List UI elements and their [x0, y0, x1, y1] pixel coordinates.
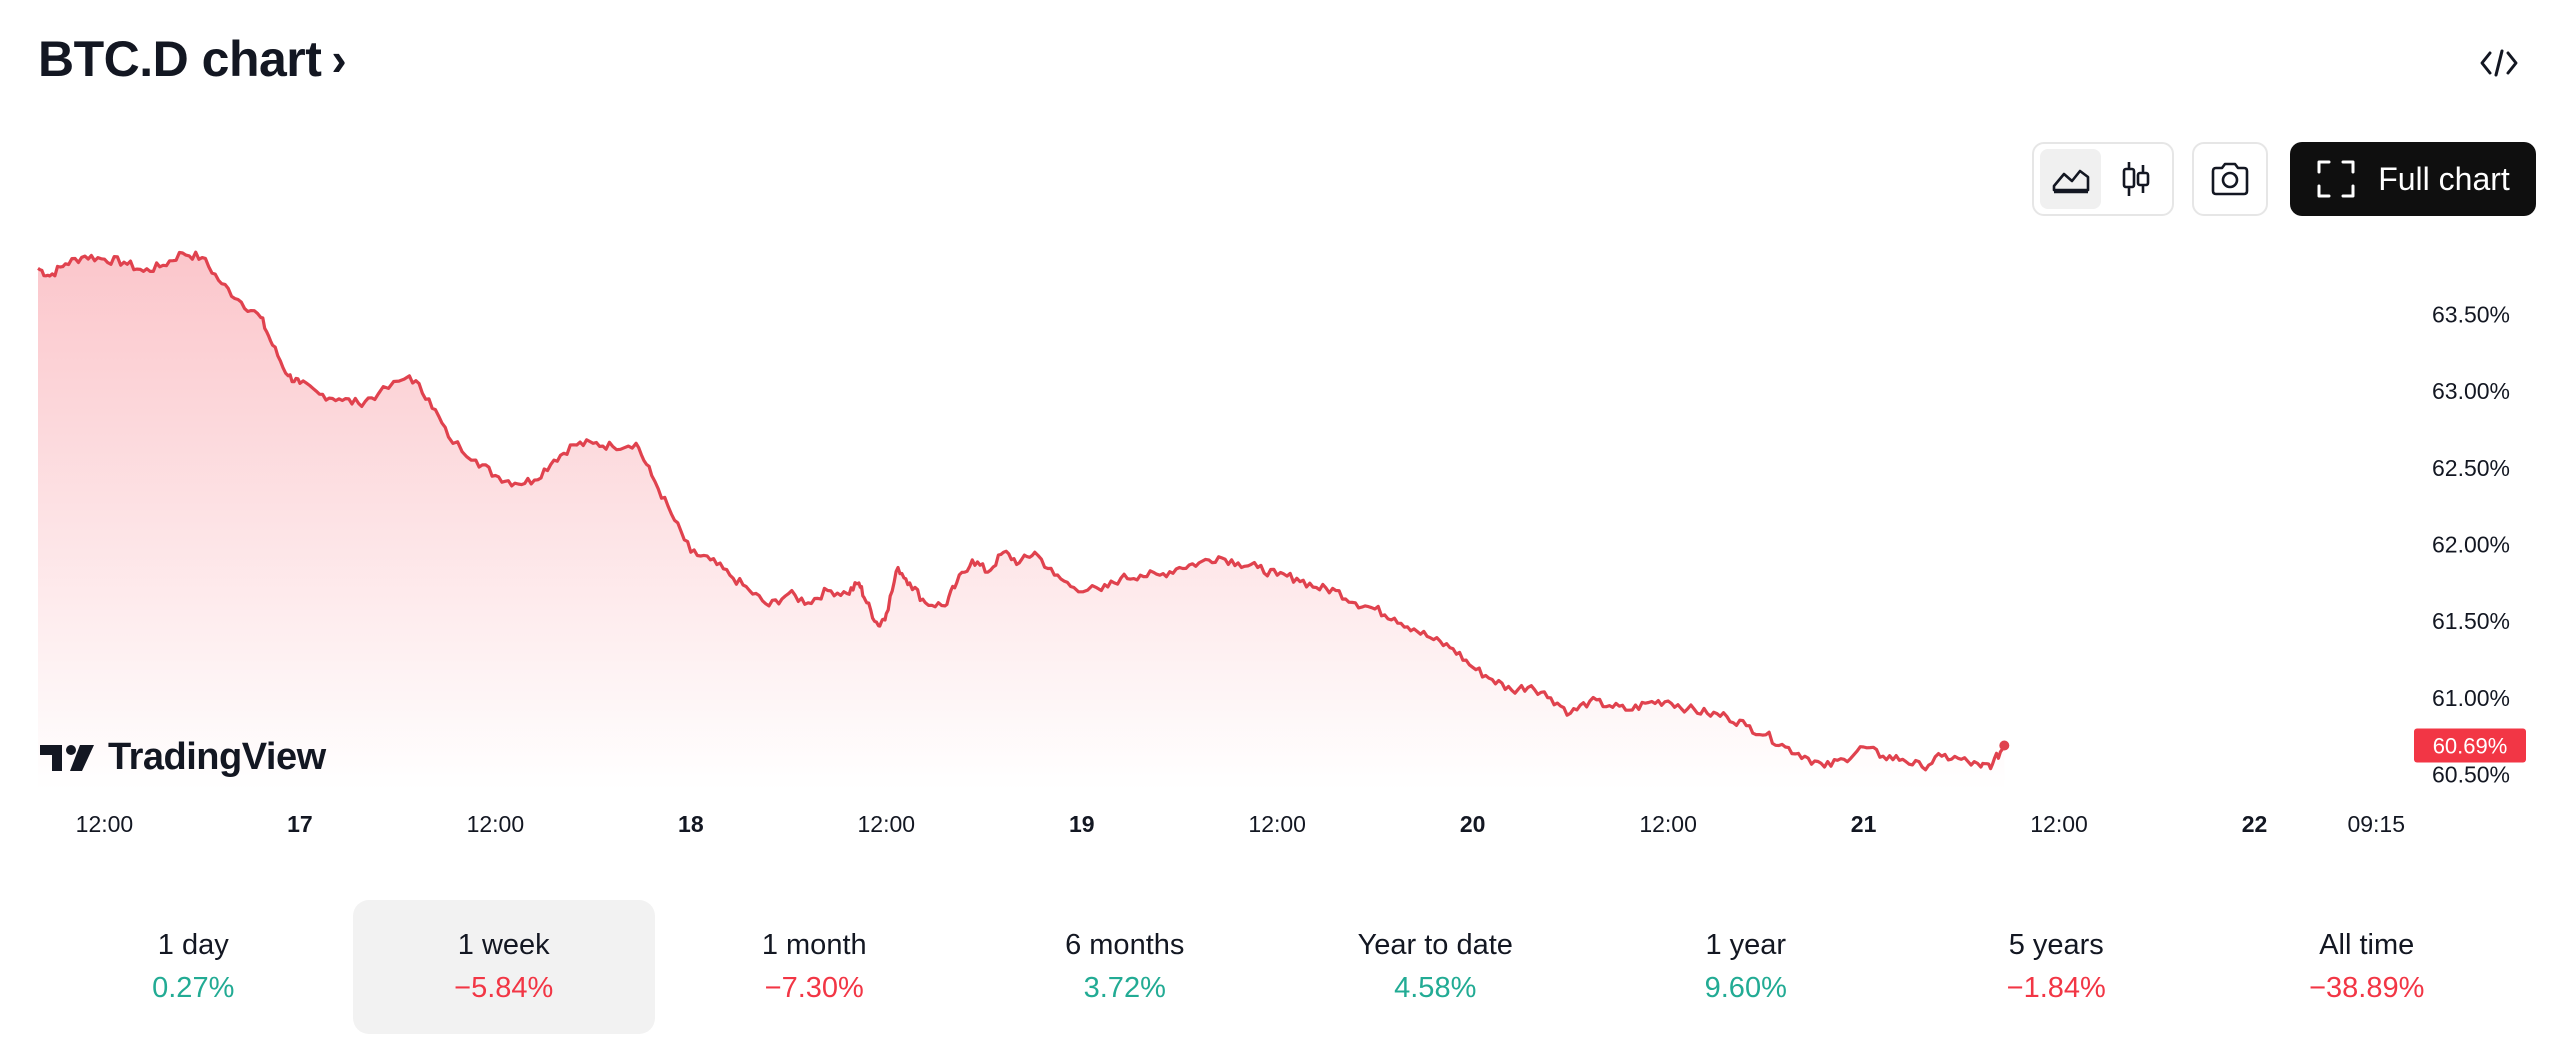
x-tick-label: 17 [287, 811, 313, 837]
area-chart-button[interactable] [2040, 149, 2101, 209]
x-tick-label: 12:00 [76, 811, 134, 837]
area-fill [38, 252, 2005, 790]
x-tick-label: 19 [1069, 811, 1095, 837]
price-chart[interactable]: 63.50% 63.00% 62.50% 62.00% 61.50% 61.00% 60.5… [0, 230, 2560, 850]
y-tick-label: 63.00% [2432, 378, 2510, 404]
y-tick-label: 60.50% [2432, 762, 2510, 788]
series-line [37, 250, 2006, 772]
y-tick-label: 63.50% [2432, 301, 2510, 327]
period-change: 9.60% [1704, 972, 1787, 1004]
area-chart-icon [2052, 169, 2089, 194]
period-selector: 1 day 0.27% 1 week −5.84% 1 month −7.30% 6 mon… [38, 900, 2522, 1034]
candlestick-chart-button[interactable] [2105, 149, 2166, 209]
full-chart-button[interactable]: Full chart [2290, 142, 2536, 216]
chart-title-link[interactable]: BTC.D chart › [38, 30, 347, 88]
period-label: 1 month [761, 929, 867, 961]
x-tick-label: 12:00 [1639, 811, 1697, 837]
period-1-week[interactable]: 1 week −5.84% [352, 900, 655, 1034]
fullscreen-icon [2317, 160, 2355, 198]
period-label: 1 year [1705, 929, 1787, 961]
tradingview-logo-text: TradingView [108, 736, 326, 778]
code-icon [2480, 49, 2518, 77]
full-chart-label: Full chart [2378, 160, 2510, 197]
x-tick-label: 12:00 [858, 811, 916, 837]
period-change: 3.72% [1083, 972, 1166, 1004]
chart-type-toggle [2032, 142, 2174, 216]
period-change: 0.27% [152, 972, 235, 1004]
y-tick-label: 62.50% [2432, 455, 2510, 481]
snapshot-button[interactable] [2192, 142, 2268, 216]
tradingview-logo: TradingView [40, 736, 326, 779]
period-6-months[interactable]: 6 months 3.72% [974, 900, 1277, 1034]
period-1-month[interactable]: 1 month −7.30% [663, 900, 966, 1034]
x-tick-label: 21 [1851, 811, 1877, 837]
page-title: BTC.D chart [38, 31, 322, 87]
period-label: 5 years [2008, 929, 2104, 961]
period-label: 1 day [157, 929, 229, 961]
tradingview-logo-icon [40, 744, 94, 771]
period-label: Year to date [1357, 929, 1513, 961]
y-tick-label: 61.00% [2432, 685, 2510, 711]
x-tick-label: 09:15 [2347, 811, 2405, 837]
period-1-day[interactable]: 1 day 0.27% [42, 900, 345, 1034]
chevron-right-icon: › [331, 33, 347, 85]
period-label: All time [2319, 929, 2415, 961]
period-1-year[interactable]: 1 year 9.60% [1595, 900, 1898, 1034]
embed-code-button[interactable] [2474, 38, 2524, 88]
period-year-to-date[interactable]: Year to date 4.58% [1284, 900, 1587, 1034]
period-5-years[interactable]: 5 years −1.84% [1905, 900, 2208, 1034]
last-price-label: 60.69% [2433, 734, 2508, 759]
x-tick-label: 18 [678, 811, 704, 837]
last-point-marker [1999, 740, 2010, 751]
x-tick-label: 22 [2242, 811, 2268, 837]
period-change: −1.84% [2006, 972, 2106, 1004]
x-tick-label: 20 [1460, 811, 1486, 837]
period-label: 6 months [1065, 929, 1185, 961]
y-tick-label: 61.50% [2432, 608, 2510, 634]
candlestick-icon [2122, 162, 2149, 196]
period-change: −38.89% [2309, 972, 2425, 1004]
last-price-tag [2414, 728, 2526, 763]
camera-icon [2211, 162, 2249, 196]
x-tick-label: 12:00 [1248, 811, 1306, 837]
period-label: 1 week [457, 929, 550, 961]
period-change: −5.84% [454, 972, 554, 1004]
x-tick-label: 12:00 [2030, 811, 2088, 837]
x-tick-label: 12:00 [467, 811, 525, 837]
period-all-time[interactable]: All time −38.89% [2216, 900, 2519, 1034]
y-tick-label: 62.00% [2432, 532, 2510, 558]
period-change: −7.30% [764, 972, 864, 1004]
period-change: 4.58% [1394, 972, 1477, 1004]
